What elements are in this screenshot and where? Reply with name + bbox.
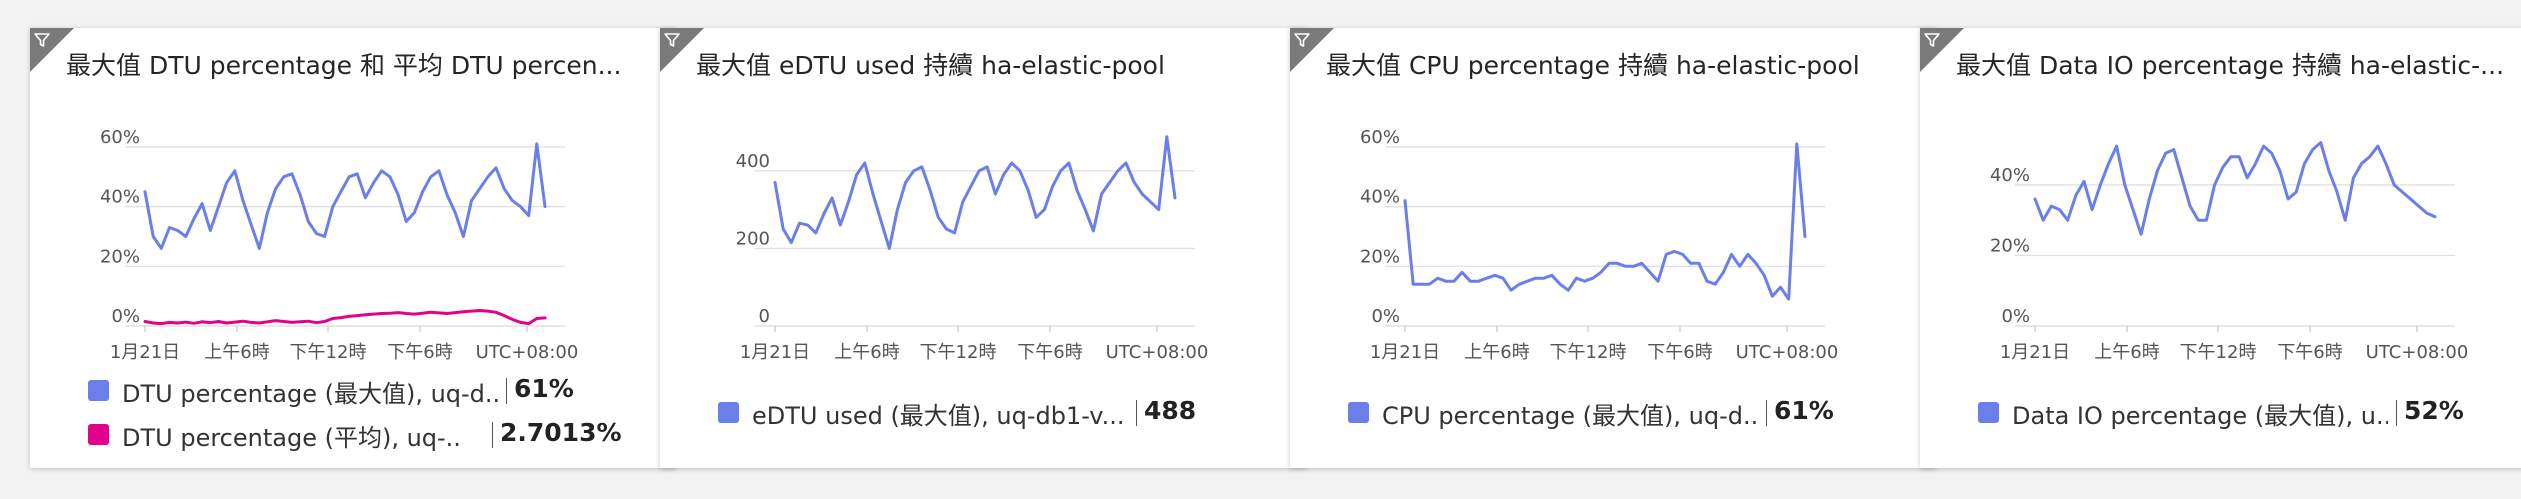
- y-tick-label: 0%: [111, 306, 140, 327]
- series-line: [1403, 142, 1807, 301]
- line-chart[interactable]: 0% 20% 40% 60% 1月21日 上午6時 下午12時 下午6時 UTC+08:00: [30, 108, 676, 388]
- x-tick-label: 1月21日: [110, 342, 180, 363]
- x-tick-label: UTC+08:00: [476, 342, 579, 363]
- filter-corner: [1290, 28, 1334, 72]
- legend-value: 61%: [514, 374, 574, 403]
- x-tick-label: 下午12時: [290, 342, 367, 363]
- tile-title[interactable]: 最大值 CPU percentage 持續 ha-elastic-pool: [1326, 51, 1860, 80]
- series-line: [143, 309, 547, 326]
- legend-separator: [506, 378, 507, 404]
- chart-legend: DTU percentage (最大值), uq-d... 61% DTU pe…: [88, 370, 648, 458]
- legend-item[interactable]: DTU percentage (平均), uq-... 2.7013%: [88, 414, 648, 458]
- x-tick-label: 下午12時: [1550, 342, 1627, 363]
- y-tick-label: 40%: [100, 187, 140, 208]
- legend-label: CPU percentage (最大值), uq-d...: [1382, 402, 1758, 430]
- y-tick-label: 20%: [1360, 246, 1400, 267]
- legend-separator: [1136, 400, 1137, 426]
- x-tick-label: UTC+08:00: [2366, 342, 2469, 363]
- legend-separator: [2396, 400, 2397, 426]
- tile-title[interactable]: 最大值 Data IO percentage 持續 ha-elastic-...: [1956, 51, 2505, 80]
- line-chart[interactable]: 0% 20% 40% 1月21日 上午6時 下午12時 下午6時 UTC+08:00: [1920, 108, 2521, 388]
- series-line: [773, 135, 1177, 250]
- filter-corner: [1920, 28, 1964, 72]
- legend-separator: [1766, 400, 1767, 426]
- legend-value: 2.7013%: [500, 418, 622, 447]
- y-tick-label: 0%: [2001, 306, 2030, 327]
- filter-icon[interactable]: [33, 31, 51, 49]
- x-tick-label: 上午6時: [834, 342, 899, 363]
- filter-corner: [660, 28, 704, 72]
- series-line: [2033, 141, 2437, 236]
- tile-title[interactable]: 最大值 eDTU used 持續 ha-elastic-pool: [696, 51, 1165, 80]
- tile-title[interactable]: 最大值 DTU percentage 和 平均 DTU percen...: [66, 51, 622, 80]
- series-line: [143, 142, 547, 250]
- filter-corner: [30, 28, 74, 72]
- legend-label: DTU percentage (平均), uq-...: [122, 424, 462, 452]
- x-tick-label: 下午12時: [2180, 342, 2257, 363]
- legend-item[interactable]: eDTU used (最大值), uq-db1-v... 488: [718, 392, 1278, 436]
- x-tick-label: 上午6時: [2094, 342, 2159, 363]
- y-tick-label: 200: [736, 228, 770, 249]
- x-tick-label: UTC+08:00: [1736, 342, 1839, 363]
- legend-label: eDTU used (最大值), uq-db1-v...: [752, 402, 1122, 430]
- y-tick-label: 20%: [100, 246, 140, 267]
- chart-legend: eDTU used (最大值), uq-db1-v... 488: [718, 392, 1278, 436]
- legend-value: 488: [1144, 396, 1197, 425]
- legend-label: DTU percentage (最大值), uq-d...: [122, 380, 498, 408]
- x-tick-label: 下午6時: [1017, 342, 1082, 363]
- line-chart[interactable]: 0 200 400 1月21日 上午6時 下午12時 下午6時 UTC+08:00: [660, 108, 1306, 388]
- x-tick-label: 1月21日: [740, 342, 810, 363]
- y-tick-label: 60%: [100, 127, 140, 148]
- y-tick-label: 20%: [1990, 235, 2030, 256]
- chart-tile-dtu[interactable]: 最大值 DTU percentage 和 平均 DTU percen... 0%…: [30, 28, 676, 468]
- legend-item[interactable]: DTU percentage (最大值), uq-d... 61%: [88, 370, 648, 414]
- y-tick-label: 60%: [1360, 127, 1400, 148]
- legend-item[interactable]: Data IO percentage (最大值), u... 52%: [1978, 392, 2521, 436]
- x-tick-label: 下午6時: [1647, 342, 1712, 363]
- x-tick-label: 下午6時: [2277, 342, 2342, 363]
- legend-item[interactable]: CPU percentage (最大值), uq-d... 61%: [1348, 392, 1908, 436]
- filter-icon[interactable]: [1923, 31, 1941, 49]
- y-tick-label: 400: [736, 151, 770, 172]
- y-tick-label: 0: [759, 306, 770, 327]
- legend-swatch: [1348, 402, 1369, 423]
- line-chart[interactable]: 0% 20% 40% 60% 1月21日 上午6時 下午12時 下午6時 UTC+08:00: [1290, 108, 1936, 388]
- legend-swatch: [88, 424, 109, 445]
- legend-swatch: [1978, 402, 1999, 423]
- filter-icon[interactable]: [1293, 31, 1311, 49]
- legend-swatch: [88, 380, 109, 401]
- legend-value: 61%: [1774, 396, 1834, 425]
- x-tick-label: 1月21日: [1370, 342, 1440, 363]
- x-tick-label: 上午6時: [204, 342, 269, 363]
- y-tick-label: 40%: [1990, 165, 2030, 186]
- x-tick-label: 1月21日: [2000, 342, 2070, 363]
- chart-legend: Data IO percentage (最大值), u... 52%: [1978, 392, 2521, 436]
- chart-legend: CPU percentage (最大值), uq-d... 61%: [1348, 392, 1908, 436]
- legend-swatch: [718, 402, 739, 423]
- x-tick-label: 下午12時: [920, 342, 997, 363]
- y-tick-label: 0%: [1371, 306, 1400, 327]
- x-tick-label: 下午6時: [387, 342, 452, 363]
- x-tick-label: 上午6時: [1464, 342, 1529, 363]
- legend-separator: [492, 422, 493, 448]
- legend-value: 52%: [2404, 396, 2464, 425]
- y-tick-label: 40%: [1360, 187, 1400, 208]
- chart-tile-cpu[interactable]: 最大值 CPU percentage 持續 ha-elastic-pool 0%…: [1290, 28, 1936, 468]
- filter-icon[interactable]: [663, 31, 681, 49]
- chart-tile-edtu[interactable]: 最大值 eDTU used 持續 ha-elastic-pool 0 200 400…: [660, 28, 1306, 468]
- chart-tile-data-io[interactable]: 最大值 Data IO percentage 持續 ha-elastic-...…: [1920, 28, 2521, 468]
- x-tick-label: UTC+08:00: [1106, 342, 1209, 363]
- legend-label: Data IO percentage (最大值), u...: [2012, 402, 2388, 430]
